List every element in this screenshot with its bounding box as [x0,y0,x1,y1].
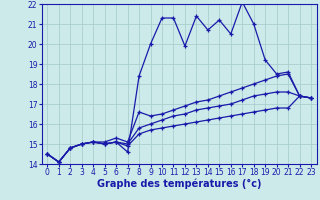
X-axis label: Graphe des températures (°c): Graphe des températures (°c) [97,179,261,189]
